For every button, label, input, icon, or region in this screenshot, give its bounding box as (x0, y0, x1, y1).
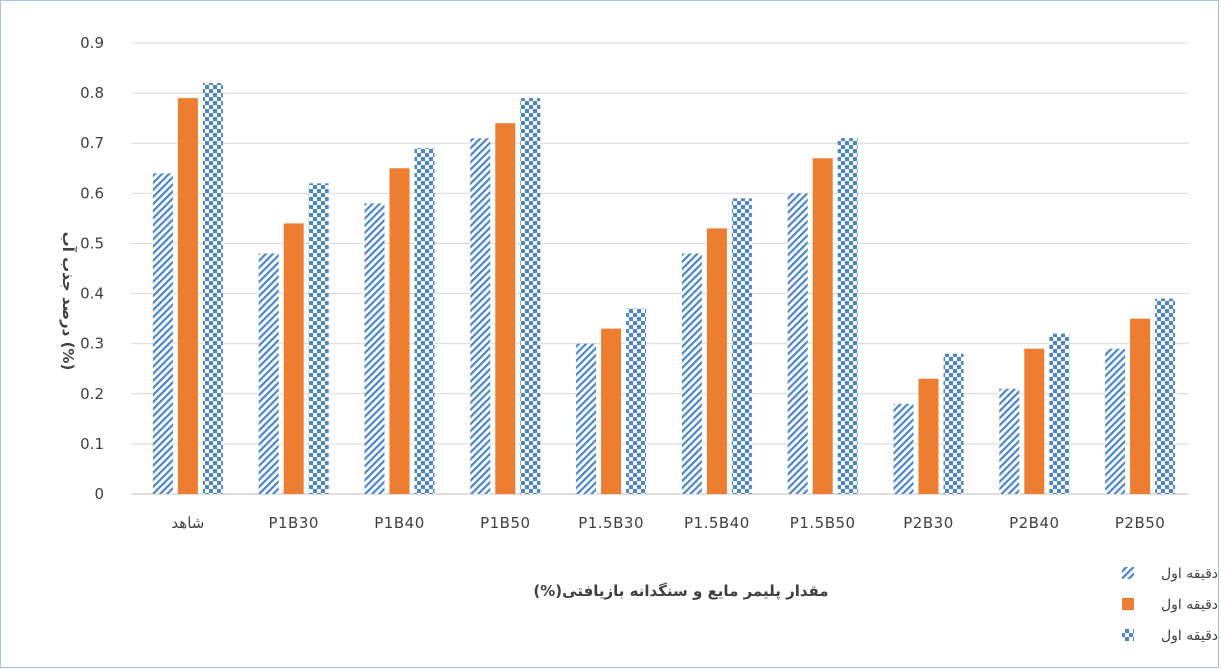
bar-30min (787, 193, 808, 495)
bar-60min (1024, 348, 1045, 494)
bar-30min (364, 203, 385, 494)
bar-120min (520, 98, 541, 494)
legend-swatch (1122, 567, 1134, 579)
x-tick-label: P2B30 (903, 514, 953, 532)
bar-60min (1130, 318, 1151, 494)
y-tick-label: 0.4 (80, 285, 104, 303)
y-tick-label: 0.5 (80, 234, 104, 252)
y-axis-title: درصد جذب آب (%) (59, 232, 77, 371)
legend-label: مقدار جذب آب ۳۰ دقیقه اول (1161, 565, 1220, 582)
bar-120min (308, 183, 329, 495)
x-tick-label: P1B30 (268, 514, 318, 532)
bar-30min (1105, 348, 1126, 494)
bar-120min (414, 148, 435, 494)
y-tick-label: 0.8 (80, 84, 104, 102)
bar-120min (202, 83, 223, 494)
legend-label: مقدار جذب آب ۱۲۰ دقیقه اول (1161, 627, 1220, 644)
x-tick-label: P2B50 (1115, 514, 1165, 532)
x-tick-label: شاهد (171, 514, 204, 532)
y-tick-label: 0 (94, 485, 104, 503)
bar-120min (1155, 298, 1176, 494)
y-tick-label: 0.7 (80, 134, 104, 152)
bar-60min (918, 378, 939, 494)
bar-60min (601, 328, 622, 494)
y-tick-label: 0.1 (80, 435, 104, 453)
bar-60min (812, 158, 833, 494)
bar-30min (681, 253, 702, 494)
bar-30min (893, 403, 914, 494)
y-tick-label: 0.2 (80, 385, 104, 403)
x-tick-label: P1B50 (480, 514, 530, 532)
bar-120min (943, 353, 964, 494)
gridlines (131, 42, 1189, 495)
legend-label: مقدار جذب آب ۶۰ دقیقه اول (1161, 596, 1220, 613)
legend-swatch (1122, 598, 1134, 610)
x-tick-label: P1.5B30 (578, 514, 644, 532)
bars (152, 83, 1176, 495)
bar-60min (389, 168, 410, 494)
bar-30min (152, 173, 173, 495)
bar-60min (177, 98, 198, 494)
bar-60min (283, 223, 304, 494)
y-tick-label: 0.9 (80, 34, 104, 52)
bar-60min (706, 228, 727, 494)
bar-60min (495, 123, 516, 494)
y-tick-label: 0.6 (80, 184, 104, 202)
bar-120min (837, 138, 858, 494)
x-tick-label: P1B40 (374, 514, 424, 532)
bar-30min (999, 388, 1020, 494)
legend: مقدار جذب آب ۳۰ دقیقه اول مقدار جذب آب ۶۰… (1122, 565, 1220, 644)
x-axis-title: مقدار پلیمر مایع و سنگدانه بازیافتی(%) (533, 582, 828, 601)
bar-30min (258, 253, 279, 494)
x-axis-ticks: شاهد P1B30 P1B40 P1B50 P1.5B30 P1.5B40 P1.5B50… (171, 514, 1165, 532)
bar-30min (470, 138, 491, 494)
x-tick-label: P2B40 (1009, 514, 1059, 532)
x-tick-label: P1.5B50 (790, 514, 856, 532)
y-axis-ticks: 0 0.1 0.2 0.3 0.4 0.5 0.6 0.7 0.8 0.9 (80, 34, 104, 503)
bar-30min (576, 343, 597, 494)
x-tick-label: P1.5B40 (684, 514, 750, 532)
bar-120min (626, 308, 647, 494)
legend-swatch (1122, 629, 1134, 641)
y-tick-label: 0.3 (80, 335, 104, 353)
bar-120min (731, 198, 752, 494)
bar-120min (1049, 333, 1070, 494)
